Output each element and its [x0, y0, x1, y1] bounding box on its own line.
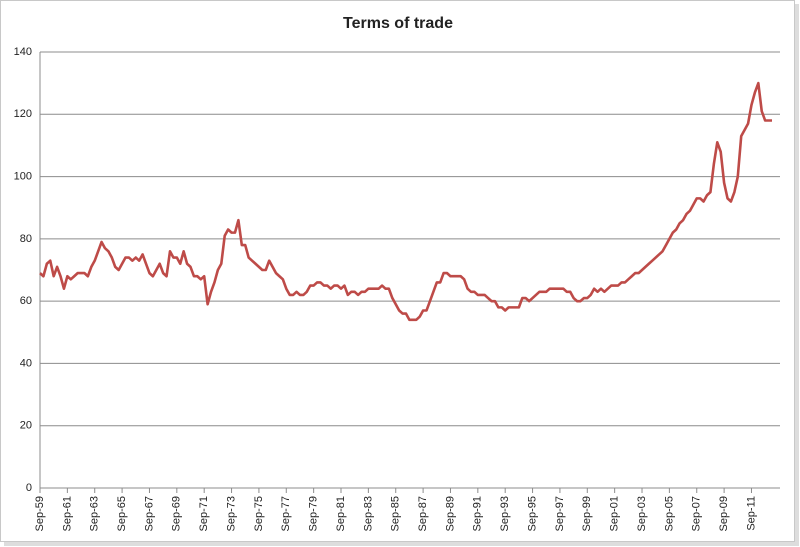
x-tick-label: Sep-89 — [444, 496, 456, 531]
x-tick-label: Sep-75 — [253, 496, 265, 531]
x-tick-label: Sep-79 — [308, 496, 320, 531]
x-tick-label: Sep-71 — [198, 496, 210, 531]
y-tick-label: 140 — [14, 46, 32, 58]
x-tick-label: Sep-69 — [171, 496, 183, 531]
x-tick-label: Sep-03 — [636, 496, 648, 531]
x-tick-label: Sep-05 — [663, 496, 675, 531]
x-tick-label: Sep-93 — [499, 496, 511, 531]
y-tick-label: 100 — [14, 170, 32, 182]
frame-shadow — [795, 4, 799, 545]
x-tick-label: Sep-77 — [280, 496, 292, 531]
y-tick-label: 40 — [20, 357, 32, 369]
y-tick-label: 120 — [14, 108, 32, 120]
data-line — [39, 81, 772, 322]
x-tick-label: Sep-61 — [61, 496, 73, 531]
x-tick-label: Sep-81 — [335, 496, 347, 531]
x-tick-label: Sep-83 — [362, 496, 374, 531]
x-tick-label: Sep-95 — [526, 496, 538, 531]
x-tick-label: Sep-91 — [472, 496, 484, 531]
y-tick-label: 20 — [20, 420, 32, 432]
x-tick-label: Sep-09 — [718, 496, 730, 531]
x-tick-label: Sep-87 — [417, 496, 429, 531]
x-tick-label: Sep-99 — [581, 496, 593, 531]
x-tick-label: Sep-07 — [691, 496, 703, 531]
x-tick-label: Sep-01 — [609, 496, 621, 531]
chart-title: Terms of trade — [343, 15, 453, 32]
y-tick-label: 60 — [20, 295, 32, 307]
x-tick-label: Sep-63 — [89, 496, 101, 531]
x-tick-label: Sep-65 — [116, 496, 128, 531]
x-tick-label: Sep-11 — [745, 496, 757, 531]
x-tick-label: Sep-97 — [554, 496, 566, 531]
x-tick-label: Sep-59 — [34, 496, 46, 531]
frame-shadow — [4, 542, 799, 546]
x-tick-label: Sep-85 — [390, 496, 402, 531]
x-tick-label: Sep-73 — [225, 496, 237, 531]
y-tick-label: 80 — [20, 233, 32, 245]
x-tick-label: Sep-67 — [143, 496, 155, 531]
y-tick-label: 0 — [26, 482, 32, 494]
